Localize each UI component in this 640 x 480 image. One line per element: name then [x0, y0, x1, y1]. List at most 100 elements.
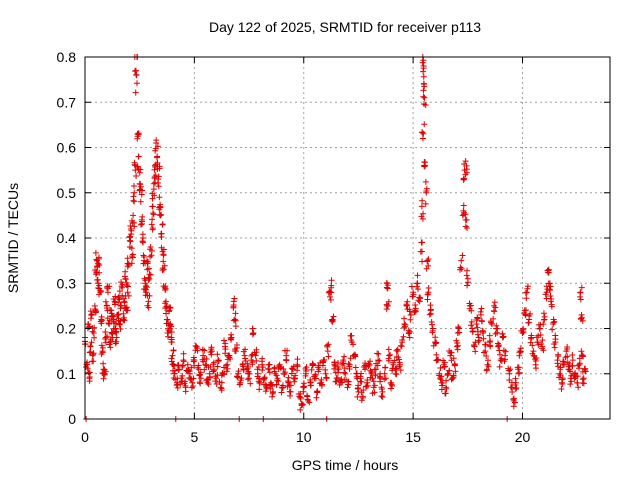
data-point [128, 260, 135, 267]
data-point [502, 348, 509, 355]
data-point [564, 359, 571, 366]
data-point [501, 358, 508, 365]
data-point [130, 182, 137, 189]
data-point [468, 307, 475, 314]
data-point [115, 294, 122, 301]
data-point [532, 358, 539, 365]
data-point [245, 368, 252, 375]
data-point [460, 176, 467, 183]
data-point [160, 251, 167, 258]
data-point [144, 302, 151, 309]
data-point [100, 375, 107, 382]
data-point [252, 352, 259, 359]
x-tick-label: 10 [296, 429, 312, 445]
data-point [468, 322, 475, 329]
data-point [371, 389, 378, 396]
data-point [578, 352, 585, 359]
data-point [261, 374, 268, 381]
data-point [222, 340, 229, 347]
data-point [478, 305, 485, 312]
data-point [559, 380, 566, 387]
data-point [324, 348, 331, 355]
data-point [416, 294, 423, 301]
data-point [151, 173, 158, 180]
data-point [433, 339, 440, 346]
data-point [135, 153, 142, 160]
data-point [511, 399, 518, 406]
data-point [377, 378, 384, 385]
data-point [207, 349, 214, 356]
data-point [101, 366, 108, 373]
data-point [150, 180, 157, 187]
data-point [86, 324, 93, 331]
data-point [149, 203, 156, 210]
data-point [171, 367, 178, 374]
data-point [488, 319, 495, 326]
data-point [107, 307, 114, 314]
data-point [102, 339, 109, 346]
data-point [536, 325, 543, 332]
data-point [554, 360, 561, 367]
data-point [180, 358, 187, 365]
data-point [164, 316, 171, 323]
data-point [131, 219, 138, 226]
data-point [368, 369, 375, 376]
data-point [348, 337, 355, 344]
data-point [422, 200, 429, 207]
data-point [332, 362, 339, 369]
data-point [464, 282, 471, 289]
data-point [360, 387, 367, 394]
data-point [535, 321, 542, 328]
data-point [342, 370, 349, 377]
data-point [352, 364, 359, 371]
data-point [139, 238, 146, 245]
data-point [362, 383, 369, 390]
data-point [359, 394, 366, 401]
data-point [101, 371, 108, 378]
data-point [486, 332, 493, 339]
data-point [415, 297, 422, 304]
data-point [557, 366, 564, 373]
data-point [539, 345, 546, 352]
data-point [524, 283, 531, 290]
data-point [414, 280, 421, 287]
data-point [242, 355, 249, 362]
data-point [526, 312, 533, 319]
data-point [184, 361, 191, 368]
data-point [339, 361, 346, 368]
data-point [89, 358, 96, 365]
data-point [580, 375, 587, 382]
x-tick-label: 20 [515, 429, 531, 445]
data-point [420, 68, 427, 75]
data-point [112, 338, 119, 345]
data-point [564, 353, 571, 360]
data-point [152, 147, 159, 154]
data-point [233, 342, 240, 349]
data-point [371, 382, 378, 389]
data-point [179, 372, 186, 379]
data-point [385, 346, 392, 353]
data-point [214, 351, 221, 358]
data-point [215, 357, 222, 364]
data-point [529, 342, 536, 349]
data-point [341, 376, 348, 383]
data-point [556, 370, 563, 377]
data-point [577, 296, 584, 303]
data-point [333, 378, 340, 385]
data-point [353, 373, 360, 380]
data-point [555, 351, 562, 358]
data-point [218, 372, 225, 379]
data-point [266, 361, 273, 368]
data-point [422, 101, 429, 108]
data-point [458, 257, 465, 264]
data-point [205, 381, 212, 388]
data-point [422, 178, 429, 185]
data-point [357, 373, 364, 380]
data-point [159, 265, 166, 272]
data-point [352, 353, 359, 360]
data-point [491, 299, 498, 306]
data-point [130, 197, 137, 204]
data-point [91, 334, 98, 341]
data-point [232, 323, 239, 330]
data-point [327, 289, 334, 296]
